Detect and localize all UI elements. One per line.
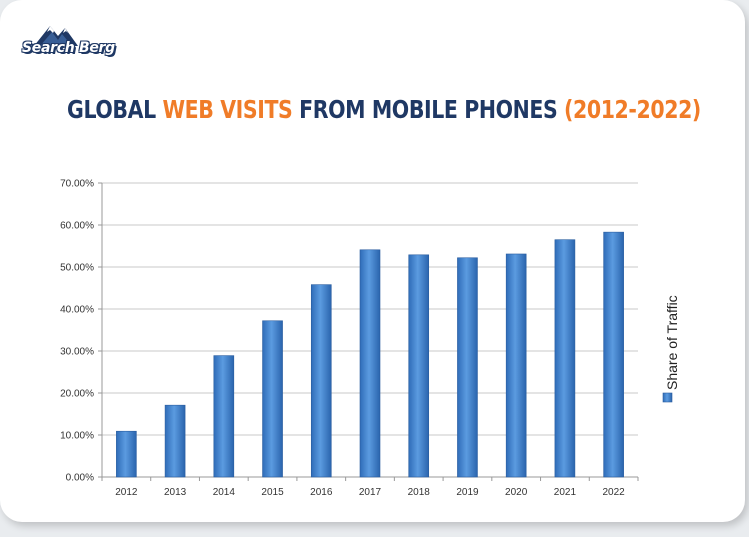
y-tick-label: 50.00% (60, 263, 94, 274)
x-tick-label: 2021 (554, 487, 577, 498)
x-tick-label: 2019 (456, 487, 479, 498)
title-part-4: (2012-2022) (564, 95, 701, 124)
y-tick-label: 0.00% (66, 473, 94, 484)
x-tick-label: 2018 (408, 487, 431, 498)
bar-2022 (603, 231, 624, 478)
bar-2012 (116, 430, 137, 478)
bar-2015 (262, 320, 283, 478)
x-tick-label: 2014 (213, 487, 236, 498)
search-berg-logo: Search Berg (18, 18, 115, 66)
y-tick-label: 70.00% (60, 179, 94, 190)
y-tick-label: 40.00% (60, 305, 94, 316)
bar-2014 (213, 355, 235, 478)
y-tick-label: 10.00% (60, 431, 94, 442)
x-tick-label: 2012 (115, 487, 138, 498)
y-tick-label: 20.00% (60, 389, 94, 400)
x-axis-ticks: 2012 2013 2014 2015 2016 2017 2018 2019 2020 2021… (115, 487, 625, 498)
bar-2013 (164, 404, 186, 478)
x-tick-label: 2016 (310, 487, 333, 498)
title-part-1: GLOBAL (67, 95, 163, 124)
title-part-3: FROM MOBILE PHONES (292, 95, 565, 124)
x-tick-label: 2017 (359, 487, 382, 498)
chart-card: Search Berg GLOBAL WEB VISITS FROM MOBIL… (0, 0, 745, 522)
x-tick-label: 2013 (164, 487, 187, 498)
bar-2017 (359, 249, 381, 478)
legend-swatch (662, 392, 673, 403)
title-part-2: WEB VISITS (162, 95, 293, 124)
y-tick-label: 30.00% (60, 347, 94, 358)
mountain-icon (34, 26, 78, 46)
legend: Share of Traffic (662, 295, 680, 403)
bar-2018 (408, 254, 430, 478)
logo-text: Search Berg (22, 40, 115, 56)
y-tick-label: 60.00% (60, 221, 94, 232)
x-tick-label: 2022 (603, 487, 626, 498)
bar-2019 (457, 257, 478, 478)
x-tick-label: 2020 (505, 487, 528, 498)
bar-2016 (310, 284, 332, 478)
bars (116, 231, 624, 478)
bar-chart: 0.00% 10.00% 20.00% 30.00% 40.00% 50.00% 60.00… (60, 179, 680, 499)
legend-label: Share of Traffic (664, 295, 680, 390)
y-axis-ticks: 0.00% 10.00% 20.00% 30.00% 40.00% 50.00% 60.00… (60, 179, 94, 484)
bar-2020 (505, 253, 527, 478)
x-tick-label: 2015 (261, 487, 284, 498)
bar-2021 (554, 239, 576, 478)
chart-title: GLOBAL WEB VISITS FROM MOBILE PHONES (20… (67, 95, 701, 124)
